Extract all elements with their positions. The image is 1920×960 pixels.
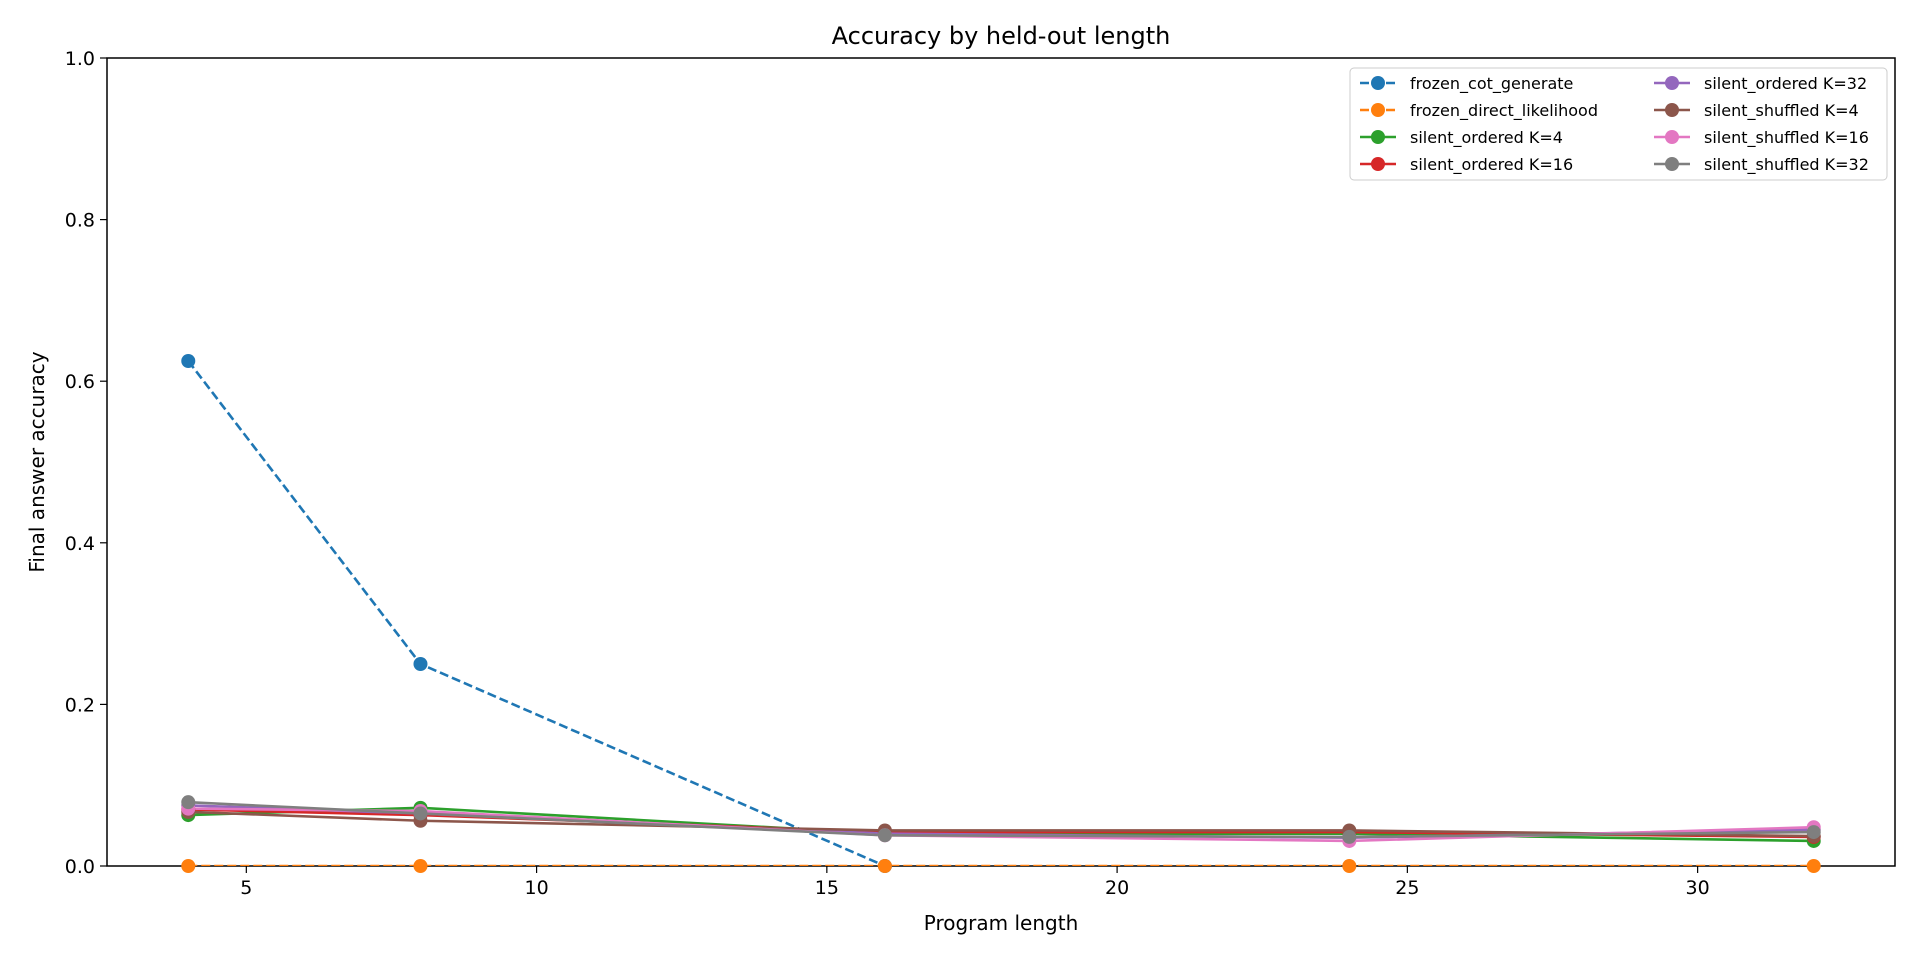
data-point-frozen-cot-generate [181, 354, 196, 368]
legend: frozen_cot_generate frozen_direct_likelih… [1349, 67, 1888, 181]
data-point-silent-shuffled-k-32 [181, 795, 196, 810]
data-point-frozen-direct-likelihood [1342, 859, 1357, 873]
y-tick-label: 0.8 [65, 210, 95, 232]
legend-swatch-marker-frozen-direct-likelihood [1371, 103, 1385, 117]
legend-swatch-marker-silent-shuffled-k-32 [1665, 157, 1679, 171]
legend-swatch-marker-silent-ordered-k-16 [1371, 157, 1385, 171]
y-tick-label: 1.0 [65, 48, 95, 70]
legend-label-frozen-direct-likelihood: frozen_direct_likelihood [1410, 101, 1598, 121]
data-point-frozen-direct-likelihood [181, 859, 196, 873]
legend-label-silent-ordered-k-4: silent_ordered K=4 [1410, 128, 1563, 148]
legend-swatch-marker-silent-shuffled-k-4 [1665, 103, 1679, 117]
legend-label-silent-ordered-k-16: silent_ordered K=16 [1410, 155, 1573, 175]
data-point-silent-shuffled-k-32 [877, 828, 892, 843]
x-tick-label: 15 [815, 877, 839, 899]
data-point-silent-shuffled-k-32 [413, 806, 428, 821]
data-point-frozen-direct-likelihood [1806, 859, 1821, 873]
x-axis-label: Program length [924, 911, 1079, 935]
legend-frame [1349, 67, 1888, 181]
legend-label-frozen-cot-generate: frozen_cot_generate [1410, 74, 1573, 94]
legend-swatch-marker-silent-shuffled-k-16 [1665, 130, 1679, 144]
chart-title: Accuracy by held-out length [832, 22, 1171, 50]
legend-label-silent-shuffled-k-32: silent_shuffled K=32 [1704, 155, 1869, 175]
legend-label-silent-shuffled-k-4: silent_shuffled K=4 [1704, 101, 1859, 121]
legend-swatch-marker-frozen-cot-generate [1371, 76, 1385, 90]
y-tick-label: 0.6 [65, 371, 95, 393]
x-tick-label: 5 [240, 877, 252, 899]
data-point-silent-shuffled-k-32 [1806, 825, 1821, 840]
legend-swatch-marker-silent-ordered-k-4 [1371, 130, 1385, 144]
legend-label-silent-shuffled-k-16: silent_shuffled K=16 [1704, 128, 1869, 148]
legend-label-silent-ordered-k-32: silent_ordered K=32 [1704, 74, 1867, 94]
data-point-frozen-cot-generate [413, 657, 428, 671]
plot-area: 5 10 15 20 25 30 0.0 0.2 0.4 0.6 0.8 1.0 [65, 48, 1896, 899]
data-point-frozen-direct-likelihood [413, 859, 428, 873]
x-tick-label: 20 [1105, 877, 1129, 899]
markers-group [181, 354, 1821, 873]
data-point-silent-shuffled-k-32 [1342, 829, 1357, 844]
legend-swatch-marker-silent-ordered-k-32 [1665, 76, 1679, 90]
x-tick-label: 10 [524, 877, 548, 899]
y-axis-label: Final answer accuracy [25, 351, 49, 572]
x-tick-label: 30 [1686, 877, 1710, 899]
y-tick-label: 0.4 [65, 533, 95, 555]
y-tick-label: 0.0 [65, 856, 95, 878]
y-tick-label: 0.2 [65, 694, 95, 716]
x-tick-label: 25 [1395, 877, 1419, 899]
data-point-frozen-direct-likelihood [877, 859, 892, 873]
